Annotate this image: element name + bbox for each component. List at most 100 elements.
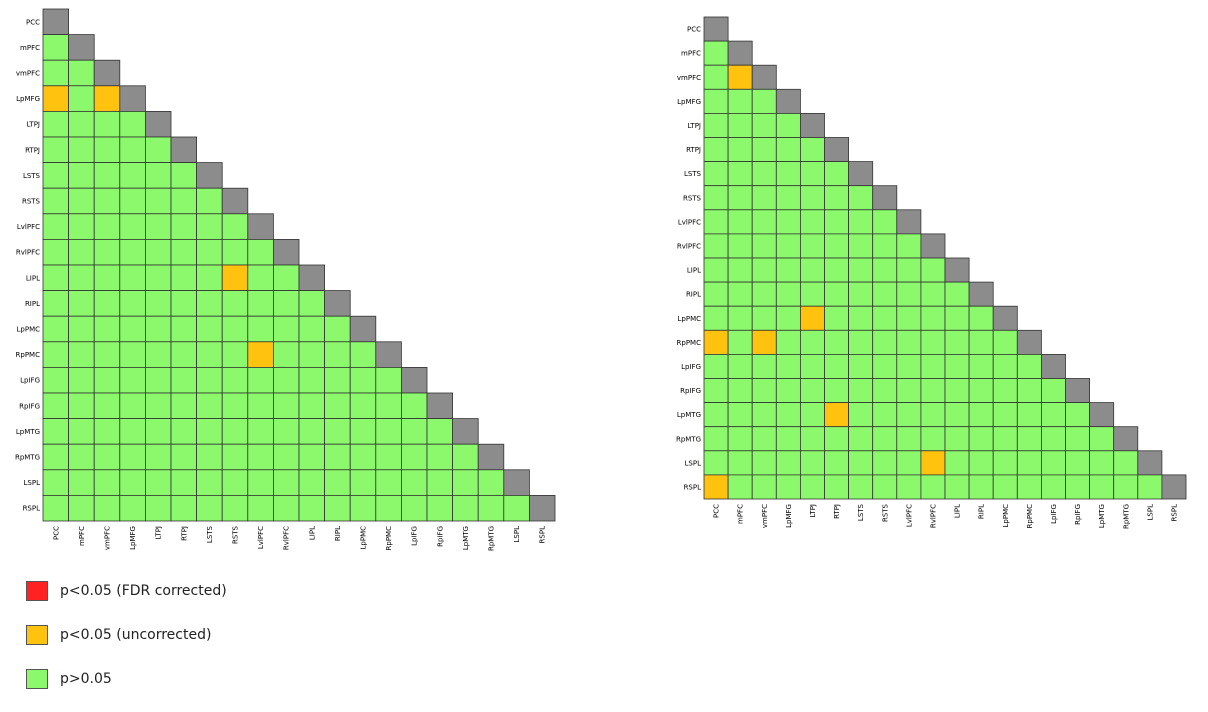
right-cell-lvlpfc-rsts: [872, 209, 898, 235]
left-cell-lppmc-ltpj: [144, 315, 172, 343]
right-cell-lspl-rpmtg: [1113, 450, 1139, 476]
right-cell-ripl-ltpj: [799, 281, 825, 307]
right-cell-rspl-ltpj: [799, 474, 825, 500]
right-cell-lsts-lpmfg: [775, 161, 801, 187]
right-cell-rpifg-lppmc: [992, 378, 1018, 404]
right-cell-rpifg-ripl: [968, 378, 994, 404]
right-cell-lipl-lipl: [944, 257, 970, 283]
left-cell-lipl-lsts: [196, 264, 223, 292]
left-cell-lvlpfc-vmpfc: [93, 213, 121, 240]
right-row-label-pcc: PCC: [687, 26, 701, 34]
left-cell-rpmtg-rpifg: [426, 443, 454, 471]
right-cell-lpifg-lpmfg: [775, 353, 801, 379]
left-cell-lpmfg-lpmfg: [119, 85, 146, 112]
right-col-label-lipl: LIPL: [954, 504, 962, 518]
right-cell-vmpfc-mpfc: [727, 64, 753, 90]
left-cell-lipl-rsts: [221, 264, 249, 292]
right-cell-rpmtg-lvlpfc: [896, 426, 922, 452]
left-cell-rpmtg-ltpj: [144, 443, 172, 471]
left-col-label-lpmfg: LpMFG: [129, 526, 137, 550]
left-cell-lspl-rvlpfc: [272, 469, 300, 496]
right-cell-rppmc-ripl: [968, 329, 994, 355]
right-cell-lspl-lppmc: [992, 450, 1018, 476]
left-cell-rspl-ripl: [324, 494, 351, 522]
right-cell-rtpj-pcc: [703, 137, 729, 163]
right-row-label-lvlpfc: LvlPFC: [678, 218, 701, 226]
right-cell-lpmtg-lpmfg: [775, 402, 801, 428]
left-cell-rtpj-mpfc: [68, 136, 95, 164]
left-cell-rpifg-pcc: [42, 392, 70, 420]
right-cell-lpifg-rvlpfc: [920, 353, 946, 379]
right-cell-lpmtg-rpifg: [1065, 402, 1091, 428]
right-cell-rtpj-rtpj: [824, 137, 850, 163]
right-cell-lvlpfc-vmpfc: [751, 209, 777, 235]
right-cell-rppmc-mpfc: [727, 329, 753, 355]
left-cell-lvlpfc-lvlpfc: [247, 213, 274, 240]
left-cell-ripl-pcc: [42, 290, 70, 317]
right-cell-rpmtg-lipl: [944, 426, 970, 452]
right-cell-lspl-rtpj: [824, 450, 850, 476]
right-row-label-lpmfg: LpMFG: [677, 98, 701, 106]
right-cell-rppmc-vmpfc: [751, 329, 777, 355]
right-row-label-lspl: LSPL: [685, 459, 702, 467]
left-cell-rpmtg-vmpfc: [93, 443, 121, 471]
left-col-label-lpmtg: LpMTG: [462, 526, 470, 550]
right-cell-lspl-mpfc: [727, 450, 753, 476]
left-cell-rpifg-rppmc: [375, 392, 402, 420]
right-cell-rsts-pcc: [703, 185, 729, 211]
right-cell-rspl-rvlpfc: [920, 474, 946, 500]
right-cell-lspl-ltpj: [799, 450, 825, 476]
left-cell-lsts-lpmfg: [119, 162, 146, 189]
left-cell-rpmtg-rvlpfc: [272, 443, 300, 471]
left-cell-rpifg-ripl: [324, 392, 351, 420]
right-cell-rvlpfc-mpfc: [727, 233, 753, 259]
right-cell-rtpj-lpmfg: [775, 137, 801, 163]
legend-swatch-fdr: [26, 581, 48, 601]
left-cell-rspl-pcc: [42, 494, 70, 522]
right-cell-lppmc-vmpfc: [751, 305, 777, 331]
left-cell-lppmc-lvlpfc: [247, 315, 274, 343]
left-row-label-rpifg: RpIFG: [19, 402, 40, 410]
left-cell-lpifg-lppmc: [349, 366, 377, 394]
right-cell-ltpj-vmpfc: [751, 113, 777, 138]
left-cell-lpifg-rppmc: [375, 366, 402, 394]
left-cell-lspl-lspl: [503, 469, 530, 496]
left-cell-rpmtg-lppmc: [349, 443, 377, 471]
right-cell-lvlpfc-mpfc: [727, 209, 753, 235]
left-cell-lpmtg-mpfc: [68, 418, 95, 445]
left-cell-rpmtg-rppmc: [375, 443, 402, 471]
left-cell-lpmtg-rppmc: [375, 418, 402, 445]
left-col-label-rpifg: RpIFG: [436, 526, 444, 547]
left-cell-rspl-rvlpfc: [272, 494, 300, 522]
right-cell-lipl-lpmfg: [775, 257, 801, 283]
right-cell-lvlpfc-lsts: [848, 209, 874, 235]
left-row-label-lsts: LSTS: [23, 172, 41, 180]
left-col-label-rspl: RSPL: [539, 526, 547, 544]
left-cell-vmpfc-pcc: [42, 59, 70, 87]
right-cell-lsts-lsts: [848, 161, 874, 187]
left-cell-rvlpfc-vmpfc: [93, 238, 121, 266]
right-col-label-rsts: RSTS: [881, 503, 889, 522]
left-cell-vmpfc-mpfc: [68, 59, 95, 87]
right-cell-lppmc-mpfc: [727, 305, 753, 331]
left-cell-rspl-lspl: [503, 494, 530, 522]
left-cell-lpmtg-lpmfg: [119, 418, 146, 445]
legend-item-fdr: p<0.05 (FDR corrected): [26, 580, 227, 602]
right-row-label-rsts: RSTS: [683, 194, 702, 202]
left-cell-rppmc-ltpj: [144, 341, 172, 368]
right-cell-lpifg-vmpfc: [751, 353, 777, 379]
left-cell-rspl-lppmc: [349, 494, 377, 522]
right-cell-lspl-lipl: [944, 450, 970, 476]
left-cell-lvlpfc-rsts: [221, 213, 249, 240]
left-cell-rspl-ltpj: [144, 494, 172, 522]
right-cell-rvlpfc-lvlpfc: [896, 233, 922, 259]
left-cell-lspl-lvlpfc: [247, 469, 274, 496]
right-cell-lvlpfc-pcc: [703, 209, 729, 235]
left-cell-rspl-lipl: [298, 494, 326, 522]
right-cell-rspl-rppmc: [1016, 474, 1042, 500]
right-cell-lpifg-ripl: [968, 353, 994, 379]
left-cell-rpifg-lpifg: [400, 392, 428, 420]
right-cell-lipl-rsts: [872, 257, 898, 283]
left-cell-lppmc-ripl: [324, 315, 351, 343]
right-cell-lpifg-rsts: [872, 353, 898, 379]
